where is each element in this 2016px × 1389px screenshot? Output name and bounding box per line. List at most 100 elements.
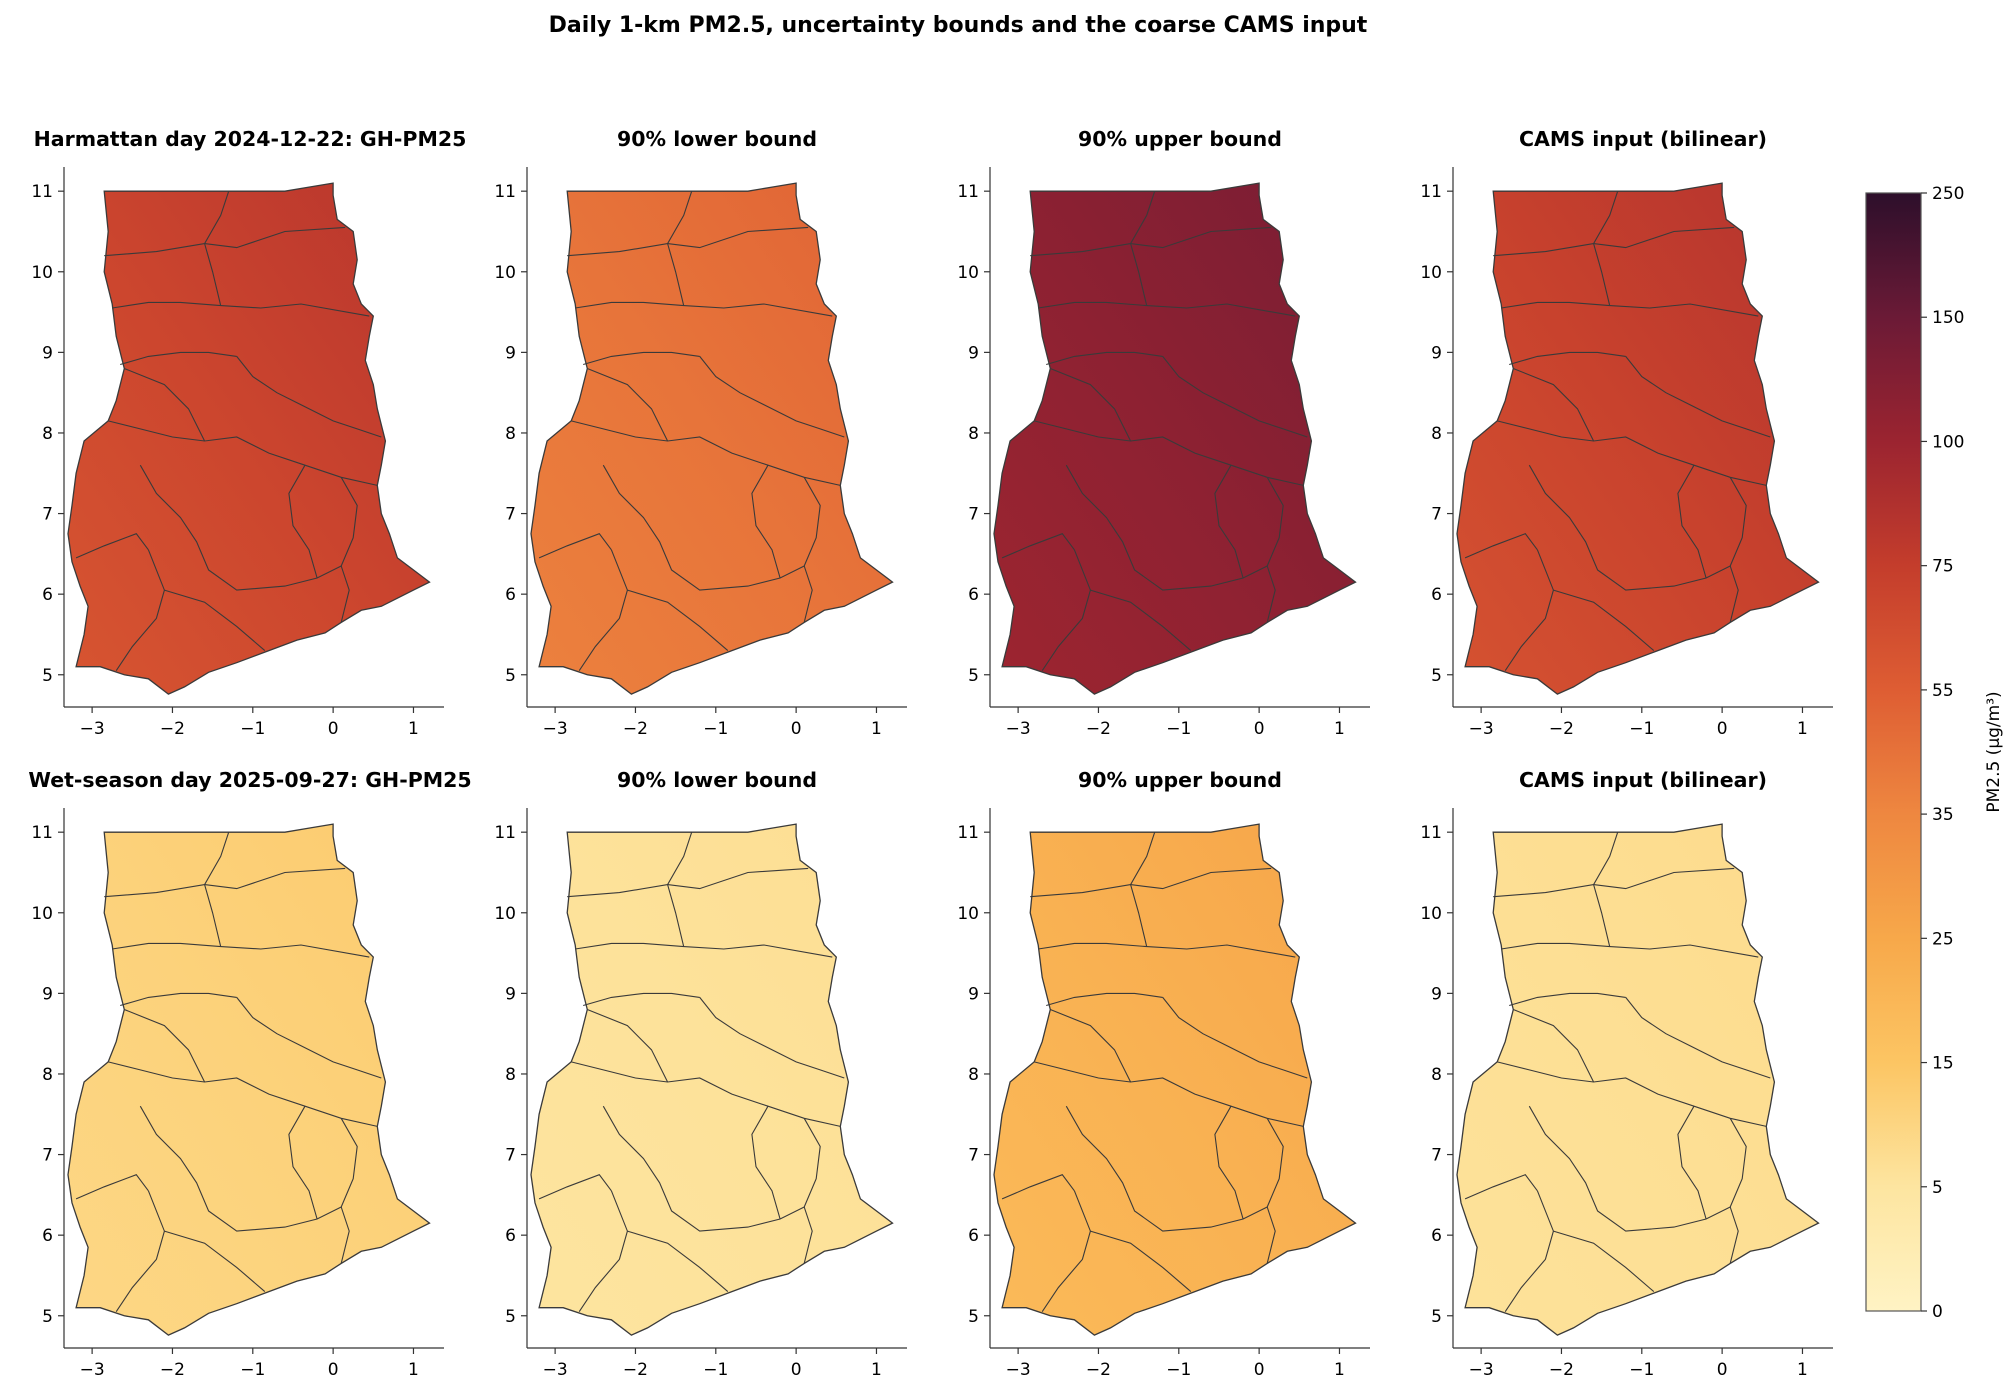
x-tick-label: 0 — [328, 719, 339, 739]
panel-title: 90% lower bound — [617, 127, 817, 151]
region-boundary — [1050, 367, 1132, 442]
y-tick-label: 9 — [1431, 984, 1442, 1004]
map-panel: CAMS input (bilinear) −3 −2 −1 0 1 5 6 7 8 9 10 11 — [1420, 127, 1833, 739]
panel-title: Harmattan day 2024-12-22: GH-PM25 — [34, 127, 467, 151]
x-tick-label: −2 — [1549, 1360, 1574, 1380]
y-tick-label: 9 — [505, 984, 516, 1004]
y-tick-label: 6 — [1431, 1226, 1442, 1246]
region-boundary — [115, 1190, 165, 1313]
region-boundary — [578, 1190, 628, 1313]
y-tick-label: 11 — [31, 823, 53, 843]
x-tick-label: −2 — [1086, 719, 1111, 739]
region-boundary — [567, 867, 809, 898]
region-boundary — [1041, 1190, 1091, 1313]
region-boundary — [1493, 867, 1735, 898]
y-tick-label: 5 — [505, 666, 516, 686]
y-tick-label: 6 — [505, 1226, 516, 1246]
panel-title: CAMS input (bilinear) — [1519, 127, 1767, 151]
region-boundary — [699, 997, 845, 1079]
region-boundary — [803, 477, 821, 567]
colorbar-tick-label: 150 — [1932, 308, 1964, 328]
region-boundary — [1677, 464, 1707, 579]
x-tick-label: 1 — [408, 719, 419, 739]
region-boundary — [1034, 1061, 1304, 1127]
country-fill — [1456, 182, 1820, 695]
x-tick-label: −2 — [623, 1360, 648, 1380]
region-boundary — [571, 420, 841, 486]
panels: Harmattan day 2024-12-22: GH-PM25 −3 −2 −1 0… — [28, 127, 1833, 1380]
region-boundary — [1034, 420, 1304, 486]
y-tick-label: 10 — [494, 263, 516, 283]
region-boundary — [104, 867, 346, 898]
y-tick-label: 6 — [968, 585, 979, 605]
region-boundary — [1090, 1230, 1192, 1293]
region-boundary — [1266, 565, 1276, 623]
colorbar-label: PM2.5 (µg/m³) — [1984, 691, 2004, 812]
map-panel: CAMS input (bilinear) −3 −2 −1 0 1 5 6 7 8 9 10 11 — [1420, 768, 1833, 1380]
x-tick-label: −3 — [80, 1360, 105, 1380]
y-tick-label: 10 — [31, 263, 53, 283]
region-boundary — [1513, 1008, 1595, 1083]
region-boundary — [1504, 549, 1554, 672]
y-tick-label: 10 — [494, 904, 516, 924]
y-tick-label: 7 — [1431, 505, 1442, 525]
region-boundary — [1046, 351, 1163, 366]
region-boundary — [164, 1230, 266, 1293]
region-boundary — [1214, 1105, 1244, 1220]
region-boundary — [139, 1105, 342, 1232]
region-boundary — [751, 464, 781, 579]
region-boundary — [139, 464, 342, 591]
region-boundary — [1729, 1206, 1739, 1264]
region-boundary — [1266, 477, 1284, 567]
region-boundary — [340, 477, 358, 567]
y-tick-label: 7 — [42, 1146, 53, 1166]
region-boundary — [1030, 867, 1272, 898]
x-tick-label: −3 — [1469, 719, 1494, 739]
x-tick-label: −2 — [623, 719, 648, 739]
y-tick-label: 7 — [968, 505, 979, 525]
country-fill — [67, 182, 431, 695]
y-tick-label: 8 — [1431, 1065, 1442, 1085]
y-tick-label: 5 — [1431, 666, 1442, 686]
map-panel: 90% upper bound −3 −2 −1 0 1 5 6 7 8 9 10 11 — [957, 768, 1370, 1380]
region-boundary — [1001, 1174, 1075, 1200]
x-tick-label: −3 — [1469, 1360, 1494, 1380]
region-boundary — [340, 565, 350, 623]
y-tick-label: 5 — [1431, 1307, 1442, 1327]
region-boundary — [587, 1008, 669, 1083]
y-tick-label: 9 — [42, 343, 53, 363]
x-tick-label: 1 — [871, 1360, 882, 1380]
region-boundary — [1593, 191, 1619, 306]
x-tick-label: −2 — [160, 719, 185, 739]
y-tick-label: 5 — [42, 1307, 53, 1327]
region-boundary — [124, 1008, 206, 1083]
region-boundary — [578, 549, 628, 672]
region-boundary — [1504, 1190, 1554, 1313]
x-tick-label: 0 — [1717, 719, 1728, 739]
y-tick-label: 7 — [505, 505, 516, 525]
x-tick-label: 1 — [1334, 719, 1345, 739]
x-tick-label: 1 — [871, 719, 882, 739]
region-boundary — [1065, 1105, 1268, 1232]
region-boundary — [75, 1174, 149, 1200]
y-tick-label: 9 — [968, 343, 979, 363]
y-tick-label: 7 — [42, 505, 53, 525]
y-tick-label: 11 — [957, 823, 979, 843]
x-tick-label: −1 — [240, 719, 265, 739]
y-tick-label: 5 — [42, 666, 53, 686]
region-boundary — [340, 1118, 358, 1208]
region-boundary — [803, 1118, 821, 1208]
region-boundary — [583, 351, 700, 366]
y-tick-label: 6 — [42, 1226, 53, 1246]
region-boundary — [1130, 832, 1156, 947]
y-tick-label: 8 — [968, 1065, 979, 1085]
region-boundary — [1464, 533, 1538, 559]
region-boundary — [1130, 191, 1156, 306]
colorbar-tick-label: 250 — [1932, 184, 1964, 204]
x-tick-label: −3 — [543, 1360, 568, 1380]
country-fill — [530, 182, 894, 695]
x-tick-label: −2 — [160, 1360, 185, 1380]
y-tick-label: 9 — [968, 984, 979, 1004]
region-boundary — [1065, 464, 1268, 591]
region-boundary — [236, 356, 382, 438]
